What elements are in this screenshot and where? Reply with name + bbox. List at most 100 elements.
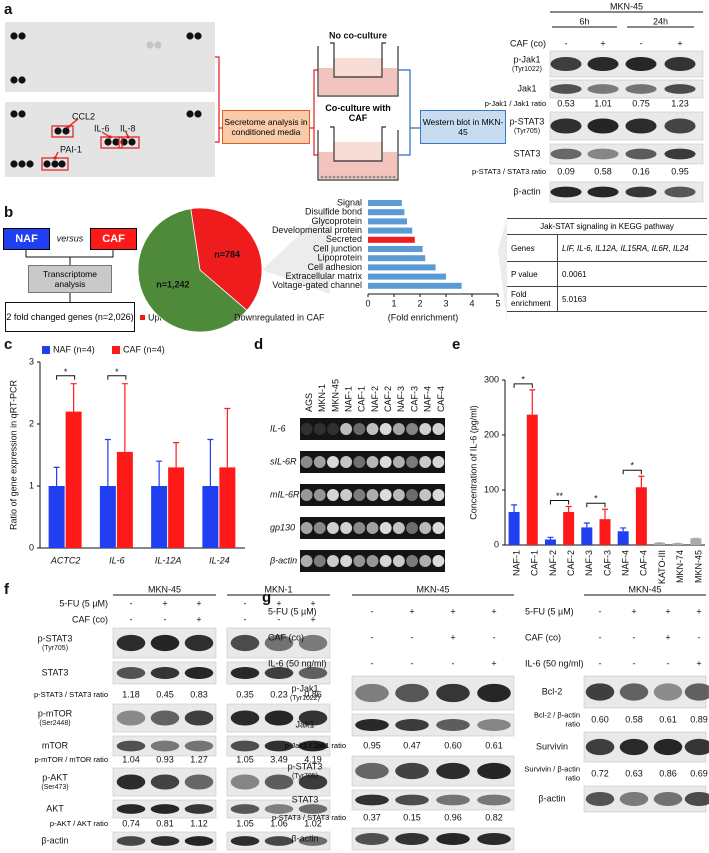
treatment-sign: -	[411, 658, 414, 668]
gel-band	[340, 489, 353, 501]
cell	[356, 175, 360, 179]
significance-label: *	[631, 461, 635, 471]
well	[317, 46, 399, 97]
blot-band	[436, 719, 470, 731]
ratio-value: 0.89	[690, 714, 708, 724]
treatment-sign: +	[631, 606, 636, 616]
legend-swatch	[226, 315, 231, 320]
bar	[617, 531, 629, 545]
legend-swatch	[140, 315, 145, 320]
bar	[151, 486, 168, 548]
blot-band	[436, 683, 470, 703]
legend-label: NAF (n=4)	[53, 344, 95, 354]
blot-band	[587, 84, 619, 94]
blot-band	[625, 186, 657, 198]
treatment-label: CAF (co)	[72, 614, 108, 624]
blot-band	[230, 667, 260, 679]
ratio-value: 0.60	[444, 740, 462, 750]
ratio-value: 0.86	[659, 768, 677, 778]
bar	[508, 512, 520, 545]
time-label: 6h	[579, 16, 589, 26]
label: PAI-1	[60, 144, 82, 154]
blot-band	[116, 836, 146, 846]
blot-band	[587, 186, 619, 198]
gel-band	[419, 555, 432, 567]
treatment-sign: +	[665, 632, 670, 642]
transcriptome-box: Transcriptome analysis	[28, 265, 112, 293]
lane-label: NAF-2	[370, 386, 380, 412]
gel-band	[379, 522, 392, 534]
cell	[360, 175, 364, 179]
treatment-sign: -	[244, 598, 247, 608]
insert-medium	[333, 58, 383, 77]
naf-box: NAF	[3, 228, 50, 250]
gel-band	[379, 423, 392, 435]
x-tick-label: IL-24	[209, 555, 230, 565]
connector	[25, 250, 114, 265]
x-tick-label: MKN-45	[693, 550, 703, 583]
category-label: Voltage-gated channel	[272, 280, 362, 290]
blot-label: mTOR	[42, 740, 69, 750]
category-label: Developmental protein	[272, 225, 362, 235]
blot-band	[684, 683, 709, 701]
group-label: MKN-45	[148, 584, 181, 594]
lane-label: NAF-4	[423, 386, 433, 412]
ratio-value: 0.82	[485, 812, 503, 822]
error-bar	[207, 438, 214, 486]
label: versus	[57, 233, 84, 243]
caf-box: CAF	[90, 228, 137, 250]
array-spot	[154, 41, 162, 49]
blot-band	[625, 56, 657, 72]
lane-label: NAF-3	[396, 386, 406, 412]
ratio-value: 1.04	[122, 754, 140, 764]
blot-band	[587, 56, 619, 72]
table-key: Genes	[507, 234, 558, 262]
gel-band	[327, 522, 339, 534]
blot-band	[585, 791, 615, 807]
flow-line	[398, 69, 420, 156]
blot-band	[230, 774, 260, 790]
blot-band	[585, 738, 615, 756]
category-label: Cell junction	[313, 243, 362, 253]
ratio-label: p-STAT3 / STAT3 ratio	[33, 689, 108, 699]
bar	[99, 486, 116, 548]
gel-band	[300, 489, 313, 501]
blot-band	[184, 740, 214, 752]
blot-band	[395, 833, 429, 845]
y-axis-label: Ratio of gene expression in qRT-PCR	[8, 380, 18, 530]
blot-label: β-actin	[538, 793, 565, 803]
blot-band	[395, 794, 429, 806]
blot-band	[230, 740, 260, 752]
kegg-table: Jak-STAT signaling in KEGG pathway Genes…	[507, 218, 707, 312]
blot-band	[298, 804, 328, 814]
blot-band	[550, 148, 582, 160]
ratio-value: 0.61	[659, 714, 677, 724]
treatment-sign: +	[450, 606, 455, 616]
blot-band	[664, 84, 696, 94]
gel-band	[366, 489, 379, 501]
western-box: Western blot in MKN-45	[420, 110, 506, 144]
array-spot	[18, 76, 26, 84]
cell	[336, 175, 340, 179]
gel-band	[300, 555, 313, 567]
blot-sublabel: (Tyr705)	[42, 645, 68, 652]
x-tick-label: 2	[417, 298, 422, 308]
ratio-value: 0.58	[594, 166, 612, 176]
coculture-title: Co-culture with CAF	[325, 103, 391, 123]
group-label: MKN-45	[416, 584, 449, 594]
blot-band	[298, 836, 328, 846]
lane-label: MKN-45	[330, 379, 340, 412]
ratio-value: 0.69	[690, 768, 708, 778]
blot-band	[477, 762, 511, 780]
legend-label: CAF (n=4)	[123, 344, 165, 354]
array-spot	[186, 110, 194, 118]
array-spot	[112, 138, 120, 146]
blot-band	[355, 719, 389, 731]
gel-row-label: sIL-6R	[270, 456, 297, 466]
treatment-sign: -	[411, 632, 414, 642]
array-spot	[58, 160, 66, 168]
treatment-sign: +	[196, 598, 201, 608]
ratio-value: 0.15	[403, 812, 421, 822]
lane-label: CAF-3	[409, 386, 419, 412]
